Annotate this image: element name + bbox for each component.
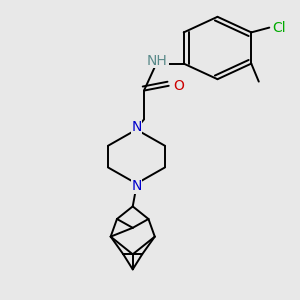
Text: O: O: [173, 79, 184, 93]
Text: N: N: [131, 120, 142, 134]
Text: N: N: [131, 179, 142, 193]
Text: Cl: Cl: [272, 21, 286, 34]
Text: NH: NH: [147, 54, 168, 68]
